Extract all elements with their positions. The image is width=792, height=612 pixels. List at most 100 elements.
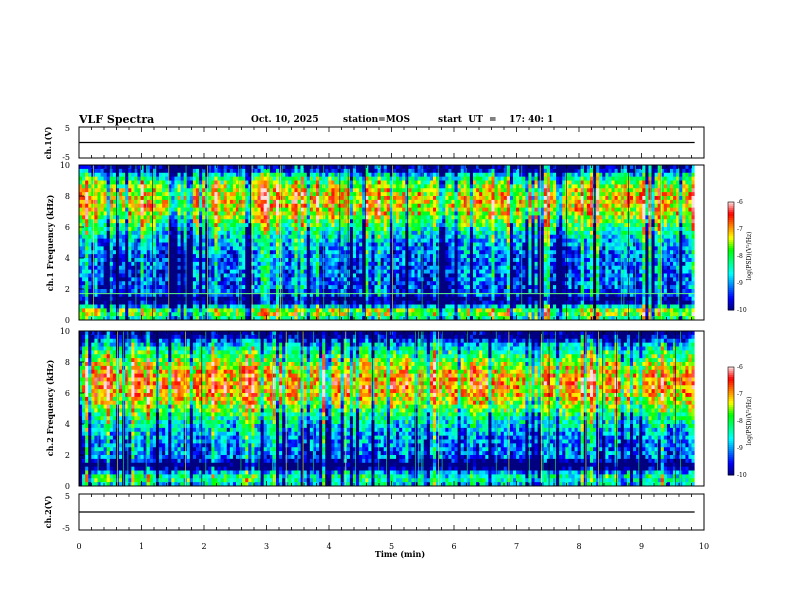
ch1-spectrogram-cell [112, 176, 117, 181]
ch1-spectrogram-cell [408, 261, 412, 267]
ch1-spectrogram-cell [205, 211, 209, 216]
ch1-spectrogram-cell [312, 184, 317, 189]
ch1-spectrogram-cell [312, 211, 317, 216]
ch1-spectrogram-cell [103, 199, 108, 205]
ch1-spectrogram-cell [192, 230, 197, 236]
ch1-spectrogram-cell [316, 258, 320, 263]
ch1-spectrogram-cell [143, 296, 148, 302]
ch1-spectrogram-cell [165, 176, 169, 181]
ch1-spectrogram-cell [402, 215, 406, 220]
ch1-spectrogram-cell [100, 234, 105, 240]
ch1-spectrogram-cell [445, 261, 449, 267]
ch1-spectrogram-cell [272, 188, 277, 193]
ch1-spectrogram-cell [159, 269, 163, 274]
ch1-spectrogram-cell [288, 312, 292, 317]
ch1-spectrogram-cell [155, 211, 160, 216]
ch1-spectrogram-cell [451, 168, 455, 174]
ch1-spectrogram-cell [309, 211, 314, 216]
ch1-spectrogram-cell [232, 308, 237, 313]
ch1-spectrogram-cell [205, 246, 209, 251]
ch1-spectrogram-cell [451, 238, 455, 243]
ch1-spectrogram-cell [454, 172, 459, 178]
ch1-spectrogram-cell [242, 230, 246, 236]
ch1-spectrogram-cell [389, 254, 394, 259]
ch1-spectrogram-cell [100, 172, 105, 178]
ch1-spectrogram-cell [411, 258, 415, 263]
ch1-spectrogram-cell [195, 261, 200, 267]
ch1-spectrogram-cell [316, 180, 320, 185]
ch1-spectrogram-cell [229, 192, 234, 197]
ch1-spectrogram-cell [152, 246, 157, 251]
ch1-spectrogram-cell [109, 246, 114, 251]
ch1-spectrogram-cell [168, 207, 172, 212]
ch1-spectrogram-cell [128, 308, 132, 313]
ch1-spectrogram-cell [195, 184, 200, 189]
ch1-spectrogram-cell [91, 265, 95, 271]
ch1-spectrogram-cell [115, 258, 120, 263]
ch1-spectrogram-cell [85, 172, 89, 178]
ch1-spectrogram-cell [371, 192, 375, 197]
ch1-spectrogram-cell [149, 277, 154, 282]
ch1-spectrogram-cell [140, 281, 145, 286]
ch1-spectrogram-cell [91, 230, 95, 236]
ch1-spectrogram-cell [257, 316, 262, 320]
ch1-spectrogram-cell [374, 292, 378, 298]
ch1-spectrogram-cell [97, 184, 101, 189]
ch1-spectrogram-cell [272, 289, 277, 294]
ch1-spectrogram-cell [349, 277, 354, 282]
ch1-spectrogram-cell [79, 273, 83, 278]
ch1-spectrogram-cell [408, 300, 412, 305]
ch1-spectrogram-cell [205, 308, 209, 313]
ch1-spectrogram-cell [297, 292, 302, 298]
ch1-spectrogram-cell [319, 269, 323, 274]
ch1-spectrogram-cell [316, 304, 320, 309]
ch1-spectrogram-cell [232, 234, 237, 240]
ch1-spectrogram-cell [309, 176, 314, 181]
ch1-spectrogram-cell [162, 242, 166, 247]
ch1-spectrogram-cell [168, 199, 172, 205]
ch1-spectrogram-cell [137, 180, 141, 185]
ch1-spectrogram-cell [229, 168, 234, 174]
ch1-spectrogram-cell [245, 165, 249, 170]
ch1-spectrogram-cell [100, 265, 105, 271]
ch1-spectrogram-cell [88, 273, 92, 278]
ch1-spectrogram-cell [205, 254, 209, 259]
ch1-spectrogram-cell [109, 207, 114, 212]
ch1-spectrogram-cell [325, 172, 329, 178]
ch1-spectrogram-cell [331, 165, 335, 170]
ch1-spectrogram-cell [411, 289, 415, 294]
ch1-spectrogram-cell [257, 296, 262, 302]
ch1-spectrogram-cell [291, 223, 295, 228]
ch1-spectrogram-cell [140, 277, 145, 282]
ch1-spectrogram-cell [359, 316, 363, 320]
ch1-spectrogram-cell [82, 165, 86, 170]
ch1-spectrogram-cell [195, 316, 200, 320]
ch1-spectrogram-cell [128, 300, 132, 305]
ch1-spectrogram-cell [128, 199, 132, 205]
ch1-spectrogram-cell [408, 273, 412, 278]
ch1-spectrogram-cell [189, 168, 194, 174]
ch1-spectrogram-cell [162, 285, 166, 290]
ch1-spectrogram-cell [232, 285, 237, 290]
ch1-spectrogram-cell [316, 246, 320, 251]
ch1-spectrogram-cell [115, 188, 120, 193]
ch1-spectrogram-cell [183, 168, 188, 174]
ch1-spectrogram-cell [436, 285, 440, 290]
ch1-spectrogram-cell [137, 269, 141, 274]
ch1-spectrogram-cell [300, 230, 305, 236]
ch1-spectrogram-cell [232, 168, 237, 174]
ch1-spectrogram-cell [331, 269, 335, 274]
ch1-spectrogram-cell [436, 308, 440, 313]
ch1-spectrogram-cell [303, 258, 308, 263]
ch1-spectrogram-cell [312, 289, 317, 294]
ch1-spectrogram-cell [242, 180, 246, 185]
ch1-spectrogram-cell [79, 223, 83, 228]
ch1-spectrogram-cell [109, 308, 114, 313]
ch1-spectrogram-cell [374, 203, 378, 209]
ch1-spectrogram-cell [155, 188, 160, 193]
ch1-spectrogram-cell [306, 227, 311, 232]
ch1-spectrogram-cell [229, 242, 234, 247]
ch1-spectrogram-cell [217, 296, 221, 302]
ch1-spectrogram-cell [202, 281, 206, 286]
ch1-spectrogram-cell [445, 219, 449, 224]
